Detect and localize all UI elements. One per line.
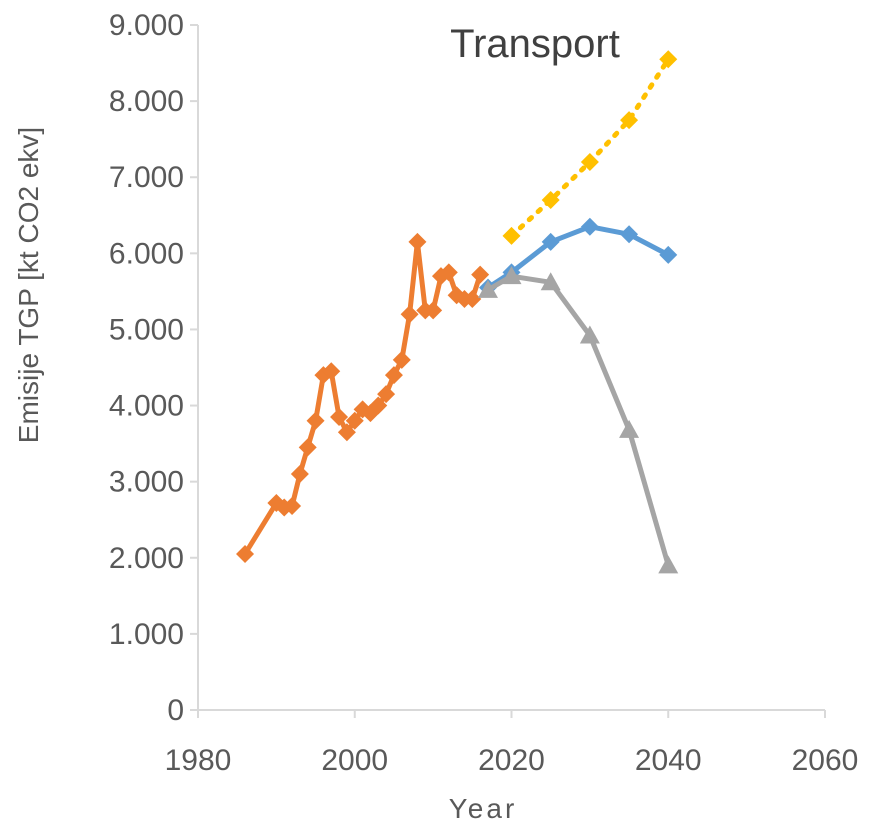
x-axis-title: Year: [449, 793, 518, 824]
y-tick-label: 8.000: [109, 85, 184, 118]
series-line: [509, 56, 671, 239]
x-tick-label: 1980: [165, 744, 232, 777]
data-point: [337, 423, 356, 442]
data-point: [369, 396, 388, 415]
data-point: [502, 226, 521, 245]
data-point: [424, 301, 443, 320]
data-point: [501, 266, 522, 285]
data-point: [400, 305, 419, 324]
data-point: [408, 232, 427, 251]
y-axis-title: Emisije TGP [kt CO2 ekv]: [13, 127, 44, 443]
axes: [197, 25, 825, 711]
data-point: [541, 232, 560, 251]
y-tick-label: 1.000: [109, 618, 184, 651]
data-point: [283, 497, 302, 516]
data-point: [579, 325, 600, 344]
y-tick-label: 0: [167, 694, 184, 727]
data-point: [322, 362, 341, 381]
series-1: [502, 50, 678, 245]
data-point: [620, 225, 639, 244]
data-point: [298, 438, 317, 457]
y-tick-label: 6.000: [109, 237, 184, 270]
series-3: [477, 266, 679, 574]
data-point: [658, 555, 679, 574]
x-tick-label: 2000: [321, 744, 388, 777]
data-point: [439, 263, 458, 282]
data-point: [330, 407, 349, 426]
data-point: [306, 411, 325, 430]
data-point: [580, 217, 599, 236]
series-2: [478, 217, 678, 297]
data-point: [659, 245, 678, 264]
data-point: [345, 411, 364, 430]
data-point: [463, 290, 482, 308]
data-point: [477, 279, 498, 298]
data-point: [290, 465, 309, 484]
data-point: [392, 350, 411, 369]
chart-title: Transport: [450, 22, 620, 66]
tick-labels: 0 1.000 2.000 3.000 4.000 5.000 6.000 7.000 8.00…: [109, 9, 858, 777]
y-tick-label: 7.000: [109, 161, 184, 194]
data-point: [471, 265, 490, 284]
data-point: [377, 385, 396, 404]
y-tick-label: 4.000: [109, 390, 184, 423]
series-line: [485, 273, 671, 568]
series-layer: [236, 50, 679, 574]
data-point: [580, 153, 599, 171]
y-tick-label: 9.000: [109, 9, 184, 42]
data-point: [659, 50, 678, 69]
x-tick-label: 2040: [635, 744, 702, 777]
y-tick-label: 2.000: [109, 542, 184, 575]
data-point: [384, 366, 403, 385]
data-point: [541, 191, 560, 210]
series-0: [236, 232, 490, 563]
x-tick-label: 2020: [478, 744, 545, 777]
data-point: [540, 272, 561, 291]
data-point: [619, 419, 640, 438]
data-point: [236, 544, 255, 563]
data-point: [620, 111, 639, 130]
y-tick-label: 5.000: [109, 313, 184, 346]
x-tick-label: 2060: [792, 744, 859, 777]
y-tick-label: 3.000: [109, 466, 184, 499]
